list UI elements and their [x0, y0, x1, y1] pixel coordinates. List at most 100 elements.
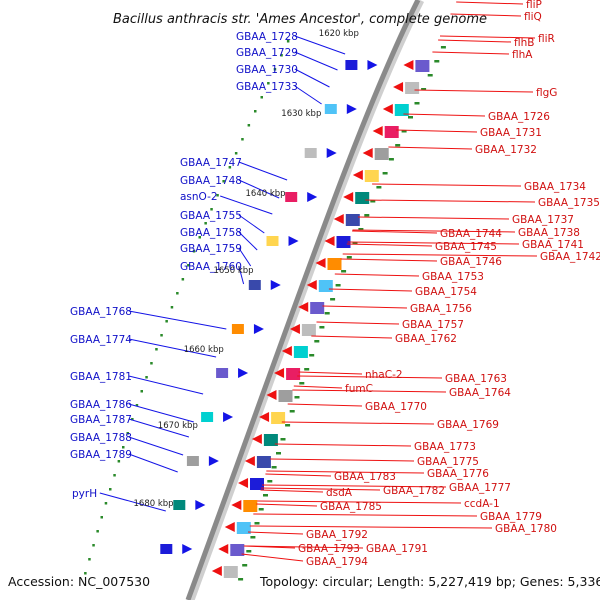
tick-dot	[104, 502, 108, 505]
gene-label-reverse: GBAA_1782	[383, 485, 445, 497]
backbone-line	[185, 0, 421, 600]
tick-dot	[382, 172, 388, 175]
reverse-callout-line	[247, 531, 304, 535]
tick-dot	[187, 264, 190, 267]
forward-gene-arrow	[253, 324, 264, 334]
reverse-callout-line	[357, 216, 510, 220]
tick-dot	[346, 256, 352, 259]
reverse-callout-line	[439, 35, 536, 39]
reverse-gene-arrow	[289, 324, 300, 334]
forward-callout-line	[128, 403, 194, 423]
forward-gene-arrow	[367, 60, 378, 70]
feature-block	[223, 566, 238, 578]
feature-block	[248, 280, 261, 290]
gene-label-reverse: ccdA-1	[464, 498, 500, 510]
forward-callout-line	[238, 179, 280, 199]
backbone-shadow	[185, 0, 425, 600]
gene-label-reverse: nhaC-2	[365, 369, 403, 381]
tick-dot	[109, 488, 112, 491]
feature-block	[327, 258, 342, 270]
tick-dot	[84, 572, 87, 575]
feature-block	[186, 456, 199, 466]
tick-dot	[117, 460, 121, 463]
forward-gene-arrow	[288, 236, 299, 246]
tick-dot	[238, 578, 244, 581]
feature-block	[250, 478, 264, 490]
reverse-callout-line	[352, 229, 516, 233]
gene-label-forward: GBAA_1789	[70, 449, 132, 461]
tick-dots-layer	[84, 40, 446, 581]
reverse-gene-arrow	[324, 236, 335, 246]
tick-dot	[421, 88, 427, 91]
gene-label-forward: GBAA_1755	[180, 210, 242, 222]
tick-dot	[234, 152, 238, 155]
reverse-callout-line	[266, 470, 425, 474]
kbp-marker: 1650 kbp	[214, 266, 254, 276]
tick-dot	[100, 516, 103, 519]
gene-label-reverse: GBAA_1763	[445, 373, 507, 385]
gene-label-reverse: fliP	[526, 0, 542, 11]
forward-callout-line	[128, 310, 227, 330]
reverse-callout-line	[403, 113, 486, 117]
gene-label-reverse: GBAA_1775	[417, 456, 479, 468]
gene-label-reverse: GBAA_1791	[366, 543, 428, 555]
forward-callout-line	[128, 436, 184, 456]
reverse-gene-arrow	[274, 368, 285, 378]
reverse-callout-line	[281, 421, 435, 425]
gene-label-reverse: GBAA_1745	[435, 241, 497, 253]
feature-block	[236, 522, 251, 534]
reverse-gene-arrow	[281, 346, 292, 356]
reverse-callout-line	[253, 513, 478, 517]
forward-gene-arrow	[326, 148, 337, 158]
reverse-gene-arrow	[244, 456, 255, 466]
gene-label-reverse: GBAA_1744	[440, 228, 502, 240]
forward-callout-line	[294, 51, 338, 71]
forward-callout-line	[294, 68, 330, 88]
tick-dot	[304, 368, 310, 371]
genome-summary-text: Topology: circular; Length: 5,227,419 bp…	[259, 574, 600, 589]
gene-label-reverse: GBAA_1777	[449, 482, 511, 494]
forward-gene-arrow	[307, 192, 318, 202]
tick-dot	[122, 446, 125, 449]
tick-dot	[192, 250, 196, 253]
tick-dot	[176, 292, 179, 295]
gene-label-reverse: GBAA_1737	[512, 214, 574, 226]
gene-label-forward: GBAA_1733	[236, 81, 298, 93]
kbp-marker-layer: 1620 kbp 1630 kbp 1640 kbp 1650 kbp 1660 kbp…	[134, 29, 359, 509]
feature-block	[216, 368, 229, 378]
gene-label-reverse: GBAA_1794	[306, 556, 368, 568]
gene-label-forward: GBAA_1759	[180, 243, 242, 255]
gene-label-forward: GBAA_1748	[180, 175, 242, 187]
reverse-gene-arrow	[393, 82, 404, 92]
tick-dot	[254, 522, 260, 525]
feature-block	[173, 500, 186, 510]
reverse-gene-arrow	[251, 434, 262, 444]
tick-dot	[395, 144, 401, 147]
gene-label-reverse: GBAA_1738	[518, 227, 580, 239]
tick-dot	[250, 536, 256, 539]
feature-block	[415, 60, 430, 72]
tick-dot	[246, 550, 252, 553]
reverse-gene-arrow	[333, 214, 344, 224]
gene-label-reverse: GBAA_1793	[298, 543, 360, 555]
feature-block	[301, 324, 316, 336]
feature-block	[285, 192, 298, 202]
reverse-callout-line	[260, 489, 324, 493]
reverse-callout-line	[352, 230, 438, 234]
gene-label-forward: GBAA_1787	[70, 414, 132, 426]
feature-block	[310, 302, 325, 314]
kbp-marker: 1660 kbp	[184, 345, 224, 355]
reverse-callout-line	[265, 473, 332, 477]
tick-dot	[131, 418, 134, 421]
tick-dot	[126, 432, 129, 435]
reverse-callout-line	[256, 503, 318, 507]
reverse-callout-line	[293, 385, 343, 389]
tick-dot	[370, 200, 376, 203]
tick-dot	[434, 60, 440, 63]
reverse-callout-line	[450, 13, 522, 17]
reverse-callout-line	[316, 321, 400, 325]
feature-block	[293, 346, 308, 358]
feature-block	[345, 214, 360, 226]
reverse-callout-line	[243, 545, 364, 549]
forward-gene-arrow	[270, 280, 281, 290]
